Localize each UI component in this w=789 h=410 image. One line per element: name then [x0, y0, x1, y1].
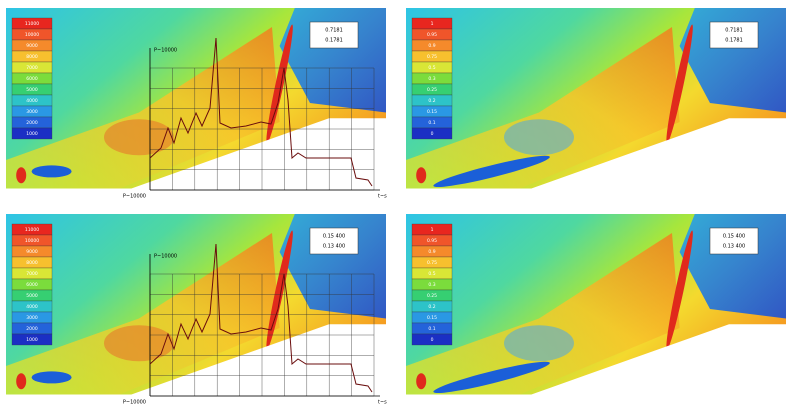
- legend-label: 0.3: [428, 76, 435, 82]
- mixing: [504, 119, 574, 155]
- legend-label: 8000: [26, 260, 38, 266]
- nozzle-jet: [416, 373, 426, 389]
- nozzle-jet: [416, 167, 426, 183]
- legend-label: 1000: [26, 131, 38, 137]
- legend-label: 6000: [26, 76, 38, 82]
- legend-label: 0.1: [428, 120, 435, 126]
- legend-label: 2000: [26, 326, 38, 332]
- x-axis-label: t~s: [378, 194, 387, 200]
- legend-label: 9000: [26, 43, 38, 49]
- y-axis-label: P~10000: [154, 254, 177, 260]
- panel: 11000 10000 9000 8000 7000 6000 5000 4000 3000 20…: [6, 8, 387, 200]
- legend-label: 2000: [26, 120, 38, 126]
- nozzle-jet: [16, 373, 26, 389]
- value-box: [310, 22, 358, 48]
- legend-label: 9000: [26, 249, 38, 255]
- legend-label: 0.5: [428, 65, 435, 71]
- legend-label: 0.95: [427, 238, 437, 244]
- axis-label: P~10000: [123, 194, 146, 200]
- legend-label: 0.5: [428, 271, 435, 277]
- mixing: [104, 325, 174, 361]
- legend-label: 0.1: [428, 326, 435, 332]
- legend-label: 11000: [25, 227, 39, 233]
- legend-label: 11000: [25, 21, 39, 27]
- nozzle-jet: [16, 167, 26, 183]
- legend-label: 0.9: [428, 43, 435, 49]
- legend-label: 0.2: [428, 304, 435, 310]
- legend-label: 6000: [26, 282, 38, 288]
- legend-label: 0: [431, 131, 434, 137]
- value-text: 0.15 400: [723, 234, 745, 240]
- value-text: 0.1781: [325, 38, 343, 44]
- legend-label: 1: [431, 227, 434, 233]
- value-text: 0.7181: [725, 28, 743, 34]
- legend-label: 0.95: [427, 32, 437, 38]
- legend-label: 0.3: [428, 282, 435, 288]
- mixing: [104, 119, 174, 155]
- legend-label: 10000: [25, 238, 39, 244]
- value-text: 0.1781: [725, 38, 743, 44]
- legend-label: 0.2: [428, 98, 435, 104]
- legend-label: 0.75: [427, 260, 437, 266]
- value-box: [710, 228, 758, 254]
- x-axis-label: t~s: [378, 400, 387, 406]
- value-text: 0.15 400: [323, 234, 345, 240]
- legend-label: 0.9: [428, 249, 435, 255]
- value-box: [310, 228, 358, 254]
- legend-label: 0.25: [427, 87, 437, 93]
- legend-label: 7000: [26, 65, 38, 71]
- panel: 1 0.95 0.9 0.75 0.5 0.3 0.25 0.2 0.15 0.1 0 0.7181 0…: [406, 8, 786, 198]
- legend-label: 4000: [26, 304, 38, 310]
- axis-label: P~10000: [123, 400, 146, 406]
- legend-label: 8000: [26, 54, 38, 60]
- value-text: 0.13 400: [323, 244, 345, 250]
- legend-label: 1000: [26, 337, 38, 343]
- jet: [32, 165, 72, 177]
- legend-label: 5000: [26, 87, 38, 93]
- jet: [32, 371, 72, 383]
- legend-label: 10000: [25, 32, 39, 38]
- value-text: 0.13 400: [723, 244, 745, 250]
- mixing: [504, 325, 574, 361]
- value-text: 0.7181: [325, 28, 343, 34]
- legend-label: 0.25: [427, 293, 437, 299]
- legend-label: 7000: [26, 271, 38, 277]
- legend-label: 0.75: [427, 54, 437, 60]
- legend-label: 3000: [26, 315, 38, 321]
- y-axis-label: P~10000: [154, 48, 177, 54]
- panel: 11000 10000 9000 8000 7000 6000 5000 4000 3000 20…: [6, 214, 387, 406]
- value-box: [710, 22, 758, 48]
- legend-label: 4000: [26, 98, 38, 104]
- legend-label: 1: [431, 21, 434, 27]
- legend-label: 0: [431, 337, 434, 343]
- legend-label: 0.15: [427, 109, 437, 115]
- panel: 1 0.95 0.9 0.75 0.5 0.3 0.25 0.2 0.15 0.1 0 0.15 40…: [406, 214, 786, 404]
- legend-label: 3000: [26, 109, 38, 115]
- figure: 1100010000900080007000600050004000300020…: [0, 0, 789, 410]
- legend-label: 5000: [26, 293, 38, 299]
- legend-label: 0.15: [427, 315, 437, 321]
